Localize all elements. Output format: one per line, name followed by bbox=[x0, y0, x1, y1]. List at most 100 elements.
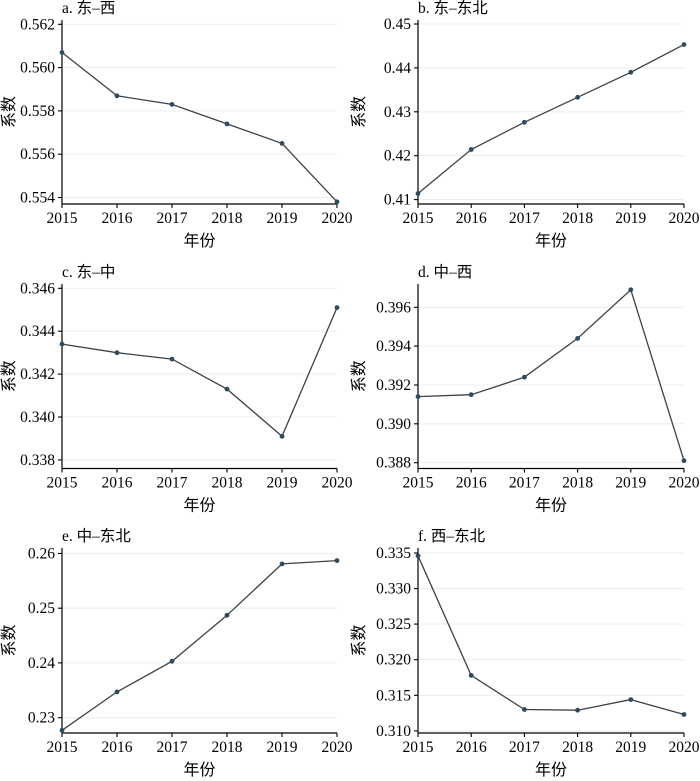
chart-panel-b: 0.41 0.42 0.43 0.44 0.45 2015 2016 2017 2018 2019… bbox=[350, 0, 700, 260]
x-tick-label: 2019 bbox=[267, 739, 298, 756]
x-tick-label: 2019 bbox=[615, 739, 646, 756]
x-tick-label: 2016 bbox=[456, 475, 487, 492]
chart-panel-d: 0.388 0.390 0.392 0.394 0.396 2015 2016 2017 201… bbox=[350, 260, 700, 520]
chart-panel-c: 0.338 0.340 0.342 0.344 0.346 2015 2016 2017 201… bbox=[0, 260, 353, 520]
data-point-marker bbox=[522, 374, 527, 380]
chart-panel-a: 0.554 0.556 0.558 0.560 0.562 2015 2016 2017 201… bbox=[0, 0, 353, 260]
x-tick-label: 2020 bbox=[322, 475, 353, 492]
data-point-marker bbox=[468, 147, 474, 152]
data-point-marker bbox=[415, 191, 421, 196]
y-tick-label: 0.41 bbox=[384, 192, 411, 209]
x-tick-label: 2015 bbox=[47, 475, 78, 492]
y-tick-label: 0.26 bbox=[28, 546, 55, 563]
x-tick-label: 2016 bbox=[102, 739, 133, 756]
y-tick-label: 0.338 bbox=[20, 452, 55, 469]
x-tick-label: 2016 bbox=[102, 475, 133, 492]
data-point-marker bbox=[334, 199, 340, 205]
y-tick-label: 0.320 bbox=[376, 652, 411, 669]
y-tick-label: 0.558 bbox=[20, 103, 55, 120]
data-point-marker bbox=[628, 287, 634, 293]
y-tick-label: 0.560 bbox=[20, 60, 55, 77]
x-tick-label: 2015 bbox=[403, 739, 434, 756]
x-tick-label: 2020 bbox=[669, 210, 700, 227]
y-axis-label: 系数 bbox=[350, 96, 368, 128]
y-axis-label: 系数 bbox=[350, 360, 368, 392]
data-point-marker bbox=[224, 612, 230, 618]
data-point-marker bbox=[59, 50, 65, 55]
x-tick-label: 2017 bbox=[509, 739, 540, 756]
y-tick-label: 0.315 bbox=[376, 687, 411, 704]
x-tick-label: 2015 bbox=[47, 210, 78, 227]
x-tick-label: 2018 bbox=[562, 210, 593, 227]
series-line bbox=[417, 288, 685, 461]
chart-f: 0.310 0.315 0.320 0.325 0.330 0.335 2015 2016 20… bbox=[350, 527, 700, 779]
series-line bbox=[417, 555, 685, 716]
y-tick-label: 0.562 bbox=[20, 16, 55, 33]
x-tick-label: 2018 bbox=[562, 739, 593, 756]
x-tick-label: 2017 bbox=[157, 475, 188, 492]
data-point-marker bbox=[628, 697, 634, 702]
data-point-marker bbox=[169, 658, 175, 664]
data-point-marker bbox=[681, 712, 687, 717]
x-tick-label: 2019 bbox=[615, 210, 646, 227]
data-point-marker bbox=[334, 305, 340, 310]
data-point-marker bbox=[59, 341, 65, 347]
data-point-marker bbox=[114, 350, 120, 356]
chart-panel-f: 0.310 0.315 0.320 0.325 0.330 0.335 2015 2016 20… bbox=[350, 520, 700, 781]
chart-e: 0.23 0.24 0.25 0.26 2015 2016 2017 2018 2019 2020… bbox=[0, 527, 353, 779]
data-point-marker bbox=[279, 433, 285, 439]
panel-title: f. 西–东北 bbox=[418, 527, 486, 545]
y-axis-label: 系数 bbox=[0, 624, 18, 656]
series-line bbox=[61, 51, 338, 203]
x-tick-label: 2020 bbox=[322, 739, 353, 756]
series-line bbox=[417, 44, 685, 195]
data-point-marker bbox=[522, 707, 527, 712]
data-point-marker bbox=[681, 42, 687, 47]
data-point-marker bbox=[59, 727, 65, 733]
y-tick-label: 0.340 bbox=[20, 409, 55, 426]
x-tick-label: 2018 bbox=[212, 475, 243, 492]
x-axis-label: 年份 bbox=[183, 761, 215, 779]
x-tick-label: 2017 bbox=[157, 739, 188, 756]
data-point-marker bbox=[224, 386, 230, 392]
data-point-marker bbox=[114, 93, 120, 99]
chart-panel-e: 0.23 0.24 0.25 0.26 2015 2016 2017 2018 2019 2020… bbox=[0, 520, 353, 781]
x-tick-label: 2020 bbox=[669, 739, 700, 756]
chart-a: 0.554 0.556 0.558 0.560 0.562 2015 2016 2017 201… bbox=[0, 0, 353, 250]
y-axis-label: 系数 bbox=[0, 360, 18, 392]
x-tick-label: 2016 bbox=[102, 210, 133, 227]
data-point-marker bbox=[334, 558, 340, 563]
panel-title: b. 东–东北 bbox=[418, 0, 488, 17]
x-axis-label: 年份 bbox=[535, 497, 567, 515]
y-tick-label: 0.335 bbox=[376, 545, 411, 562]
data-point-marker bbox=[279, 561, 285, 567]
y-axis-label: 系数 bbox=[0, 96, 18, 128]
x-axis-label: 年份 bbox=[535, 232, 567, 250]
chart-b: 0.41 0.42 0.43 0.44 0.45 2015 2016 2017 2018 2019… bbox=[350, 0, 700, 250]
x-tick-label: 2020 bbox=[322, 210, 353, 227]
data-point-marker bbox=[114, 689, 120, 695]
y-axis-label: 系数 bbox=[350, 624, 368, 656]
series-line bbox=[61, 307, 338, 438]
y-tick-label: 0.25 bbox=[28, 600, 55, 617]
data-point-marker bbox=[575, 707, 580, 713]
data-point-marker bbox=[681, 458, 687, 464]
y-tick-label: 0.392 bbox=[376, 377, 411, 394]
y-tick-label: 0.310 bbox=[376, 723, 411, 740]
x-tick-label: 2015 bbox=[403, 210, 434, 227]
panel-title: d. 中–西 bbox=[418, 263, 472, 281]
x-tick-label: 2017 bbox=[509, 475, 540, 492]
data-point-marker bbox=[415, 553, 421, 559]
y-tick-label: 0.43 bbox=[384, 104, 411, 121]
x-tick-label: 2016 bbox=[456, 739, 487, 756]
x-tick-label: 2018 bbox=[212, 210, 243, 227]
x-tick-label: 2015 bbox=[403, 475, 434, 492]
panel-title: c. 东–中 bbox=[62, 263, 115, 281]
x-tick-label: 2020 bbox=[669, 475, 700, 492]
y-tick-label: 0.24 bbox=[28, 655, 55, 672]
data-point-marker bbox=[224, 121, 230, 127]
x-tick-label: 2018 bbox=[562, 475, 593, 492]
y-tick-label: 0.556 bbox=[20, 146, 55, 163]
y-tick-label: 0.344 bbox=[20, 323, 55, 340]
x-tick-label: 2019 bbox=[267, 475, 298, 492]
